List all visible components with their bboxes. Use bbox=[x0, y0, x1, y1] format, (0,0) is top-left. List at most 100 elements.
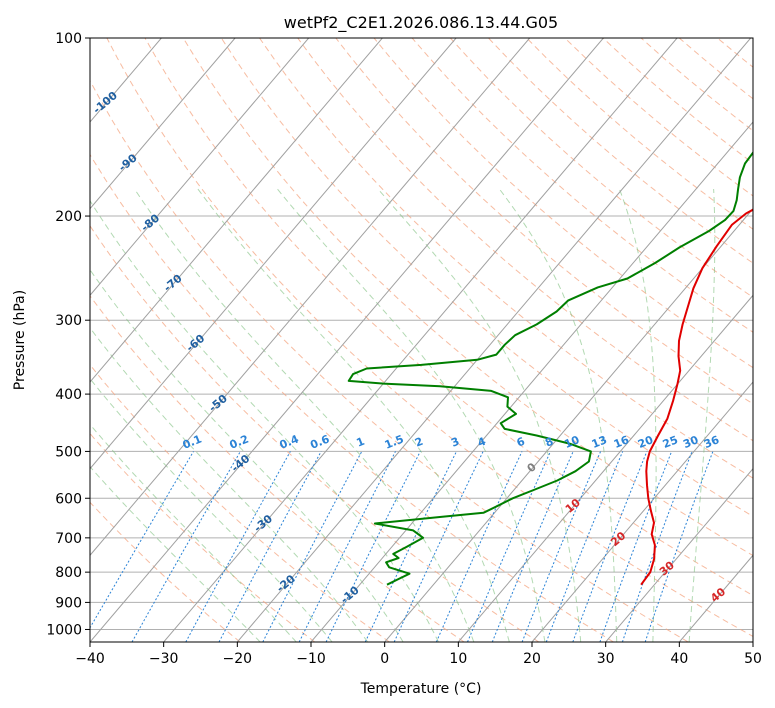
mixing-ratio-label: 0.1 bbox=[181, 432, 204, 451]
mixing-ratio-line bbox=[621, 451, 693, 642]
mixing-ratio-line bbox=[90, 451, 194, 629]
dry-adiabat bbox=[717, 38, 753, 68]
mixing-ratio-label: 6 bbox=[515, 435, 527, 450]
mixing-ratio-line bbox=[262, 451, 363, 642]
x-tick-label: −10 bbox=[296, 651, 326, 667]
mixing-ratio-line bbox=[393, 451, 484, 642]
y-tick-label: 700 bbox=[55, 531, 82, 547]
y-tick-label: 900 bbox=[55, 595, 82, 611]
temperature-profile-line bbox=[640, 208, 753, 586]
mixing-ratio-label: 1.5 bbox=[383, 432, 406, 451]
isotherm-line bbox=[90, 38, 604, 642]
moist-adiabat bbox=[499, 188, 618, 642]
mixing-ratio-label: 36 bbox=[702, 433, 721, 451]
moist-adiabat bbox=[618, 188, 657, 642]
x-tick-label: −30 bbox=[149, 651, 179, 667]
isotherm-line bbox=[90, 38, 236, 210]
y-tick-label: 200 bbox=[55, 209, 82, 225]
isotherm-line bbox=[531, 381, 753, 642]
dry-adiabat bbox=[90, 225, 540, 642]
dry-adiabat bbox=[90, 364, 390, 642]
data-series bbox=[347, 150, 753, 586]
y-tick-label: 300 bbox=[55, 313, 82, 329]
y-tick-label: 400 bbox=[55, 387, 82, 403]
mixing-ratio-label: 16 bbox=[612, 433, 631, 451]
mixing-ratio-label: 10 bbox=[562, 433, 581, 451]
dry-adiabat bbox=[144, 38, 753, 597]
moist-adiabat bbox=[277, 188, 546, 642]
isotherm-line bbox=[752, 641, 753, 642]
moist-adiabat bbox=[377, 188, 582, 642]
dry-adiabat bbox=[90, 153, 614, 642]
y-tick-label: 500 bbox=[55, 444, 82, 460]
plot-frame bbox=[89, 37, 754, 643]
isotherm-line bbox=[236, 38, 752, 642]
dewpoint-profile-line bbox=[347, 150, 753, 586]
mixing-ratio-line bbox=[599, 451, 673, 642]
mixing-ratio-label: 0.2 bbox=[228, 432, 251, 451]
dry-adiabat bbox=[335, 38, 753, 405]
dry-adiabat bbox=[90, 432, 316, 642]
mixing-ratio-line bbox=[491, 451, 574, 642]
mixing-ratio-label: 30 bbox=[681, 433, 700, 451]
dry-adiabat bbox=[106, 38, 753, 638]
isotherm-line bbox=[90, 38, 310, 297]
isotherm-line bbox=[310, 121, 753, 642]
x-tick-label: 30 bbox=[597, 651, 615, 667]
mixing-ratio-line bbox=[364, 451, 457, 642]
x-tick-label: 10 bbox=[449, 651, 467, 667]
moist-adiabat bbox=[197, 188, 510, 642]
x-tick-label: 0 bbox=[380, 651, 389, 667]
dry-adiabat bbox=[259, 38, 753, 479]
mixing-ratio-label: 8 bbox=[543, 435, 555, 450]
x-axis-title: Temperature (°C) bbox=[360, 681, 482, 697]
mixing-ratio-line bbox=[185, 451, 291, 642]
dry-adiabat bbox=[602, 38, 753, 164]
mixing-ratio-lines bbox=[90, 451, 714, 642]
isotherm-line bbox=[90, 38, 531, 557]
dry-adiabat bbox=[411, 38, 753, 333]
x-tick-label: −40 bbox=[75, 651, 105, 667]
isotherm-line bbox=[90, 38, 457, 470]
x-tick-label: −20 bbox=[223, 651, 253, 667]
mixing-ratio-line bbox=[325, 451, 421, 642]
dry-adiabat bbox=[488, 38, 753, 264]
x-tick-label: 20 bbox=[523, 651, 541, 667]
isotherm-label: -100 bbox=[91, 89, 121, 117]
background-lines bbox=[90, 38, 775, 642]
axes: −40 −30 −20 −10 0 10 20 30 40 5010020030040050060… bbox=[46, 31, 762, 667]
y-tick-label: 800 bbox=[55, 565, 82, 581]
dry-adiabat bbox=[756, 38, 775, 642]
mixing-ratio-line bbox=[572, 451, 648, 642]
y-tick-label: 1000 bbox=[46, 622, 82, 638]
mixing-ratio-label: 4 bbox=[476, 435, 488, 450]
mixing-ratio-label: 13 bbox=[590, 433, 609, 451]
mixing-ratio-label: 20 bbox=[636, 433, 655, 451]
mixing-ratio-line bbox=[467, 451, 551, 642]
moist-adiabat bbox=[134, 188, 475, 642]
dry-adiabat bbox=[90, 79, 689, 642]
dry-adiabat bbox=[449, 38, 753, 298]
isotherm-line bbox=[163, 38, 678, 642]
moist-adiabat bbox=[90, 423, 297, 642]
dry-adiabat bbox=[297, 38, 753, 442]
x-tick-label: 50 bbox=[744, 651, 762, 667]
mixing-ratio-line bbox=[298, 451, 396, 642]
y-tick-label: 100 bbox=[55, 31, 82, 47]
mixing-ratio-label: 2 bbox=[413, 435, 425, 450]
moist-adiabat bbox=[90, 465, 261, 642]
mixing-ratio-label: 25 bbox=[661, 433, 680, 451]
dry-adiabat bbox=[90, 501, 241, 642]
mixing-ratio-line bbox=[521, 451, 602, 642]
moist-adiabat bbox=[90, 199, 439, 642]
mixing-ratio-line bbox=[435, 451, 523, 642]
isotherm-line bbox=[384, 207, 753, 642]
dry-adiabat bbox=[220, 38, 753, 517]
mixing-ratio-line bbox=[644, 451, 714, 642]
moist-adiabat bbox=[688, 188, 716, 642]
dry-adiabat bbox=[564, 38, 753, 197]
dry-adiabat bbox=[182, 38, 753, 557]
isotherm-line bbox=[678, 554, 753, 642]
mixing-ratio-line bbox=[131, 451, 241, 642]
